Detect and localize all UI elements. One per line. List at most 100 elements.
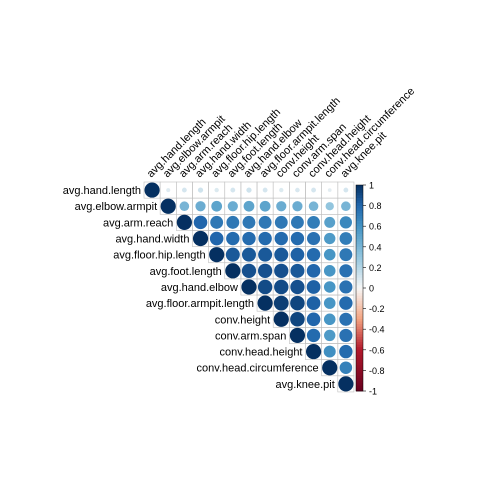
legend-swatch bbox=[356, 370, 363, 374]
legend-swatch bbox=[356, 195, 363, 199]
row-label: avg.hand.length bbox=[63, 185, 141, 197]
correlation-circle-avg.foot.length-conv.head.height bbox=[306, 264, 321, 278]
legend-swatch bbox=[356, 203, 363, 207]
legend-swatch bbox=[356, 215, 363, 219]
legend-swatch bbox=[356, 318, 363, 322]
correlation-circle-avg.hand.width-avg.floor.hip.length bbox=[209, 231, 224, 246]
legend-swatch bbox=[356, 282, 363, 286]
correlation-circle-avg.hand.elbow-conv.head.height bbox=[306, 280, 321, 294]
correlation-circle-avg.arm.reach-avg.hand.elbow bbox=[242, 215, 256, 229]
correlation-circle-avg.arm.reach-conv.head.circumference bbox=[324, 216, 336, 228]
legend-swatch bbox=[356, 380, 363, 384]
legend-swatch bbox=[356, 293, 363, 297]
correlation-circle-avg.hand.elbow-avg.hand.elbow bbox=[241, 279, 257, 295]
correlation-circle-avg.hand.length-avg.hand.elbow bbox=[246, 187, 252, 193]
legend-swatch bbox=[356, 331, 363, 335]
legend-tick-label: -1 bbox=[369, 387, 377, 397]
legend-swatch bbox=[356, 210, 363, 214]
legend-swatch bbox=[356, 280, 363, 284]
legend-swatch bbox=[356, 228, 363, 232]
legend-tick-label: 0.4 bbox=[369, 242, 382, 252]
correlation-circle-conv.arm.span-conv.arm.span bbox=[289, 327, 306, 344]
grid-cell bbox=[337, 375, 355, 393]
legend-swatch bbox=[356, 354, 363, 358]
correlation-circle-avg.foot.length-conv.head.circumference bbox=[323, 265, 336, 277]
legend-swatch bbox=[356, 334, 363, 338]
row-label: conv.height bbox=[215, 314, 270, 326]
legend-swatch bbox=[356, 311, 363, 315]
correlation-circle-avg.floor.armpit.length-conv.height bbox=[273, 295, 289, 311]
legend-swatch bbox=[356, 221, 363, 225]
correlation-circle-avg.floor.armpit.length-conv.head.height bbox=[306, 296, 321, 310]
correlation-circle-avg.hand.width-avg.floor.armpit.length bbox=[258, 231, 272, 246]
legend-swatch bbox=[356, 295, 363, 299]
legend-tick-label: 0.2 bbox=[369, 263, 382, 273]
correlation-circle-avg.hand.width-conv.head.height bbox=[307, 231, 321, 246]
plot-grid bbox=[143, 181, 355, 393]
correlation-circle-conv.head.height-conv.head.height bbox=[305, 343, 322, 360]
variable-labels: avg.hand.length avg.elbow.armpit avg.arm.r… bbox=[63, 85, 417, 391]
legend-swatch bbox=[356, 357, 363, 361]
correlation-circle-conv.head.height-avg.knee.pit bbox=[339, 344, 353, 359]
row-label: conv.head.circumference bbox=[197, 363, 319, 375]
legend-swatch bbox=[356, 205, 363, 209]
legend-swatch bbox=[356, 236, 363, 240]
legend-swatch bbox=[356, 385, 363, 389]
legend-swatch bbox=[356, 275, 363, 279]
correlation-circle-avg.hand.width-conv.height bbox=[274, 231, 288, 246]
legend-swatch bbox=[356, 244, 363, 248]
correlation-circle-avg.floor.armpit.length-avg.floor.armpit.length bbox=[257, 295, 273, 311]
correlation-circle-conv.head.circumference-conv.head.circumference bbox=[322, 360, 338, 376]
correlation-circle-avg.hand.width-avg.hand.elbow bbox=[242, 231, 256, 246]
legend-swatch bbox=[356, 285, 363, 289]
correlation-circle-avg.hand.length-avg.floor.armpit.length bbox=[262, 187, 268, 193]
correlation-circle-avg.floor.hip.length-avg.foot.length bbox=[225, 247, 240, 262]
correlation-circle-avg.arm.reach-avg.arm.reach bbox=[176, 214, 192, 230]
legend-swatch bbox=[356, 187, 363, 191]
correlation-circle-avg.floor.hip.length-conv.head.height bbox=[306, 247, 321, 262]
legend-swatch bbox=[356, 316, 363, 320]
legend-tick-label: -0.4 bbox=[369, 325, 385, 335]
correlation-circle-avg.hand.length-avg.hand.length bbox=[144, 182, 160, 198]
correlation-circle-avg.hand.length-avg.arm.reach bbox=[181, 187, 187, 193]
correlation-circle-avg.elbow.armpit-avg.knee.pit bbox=[341, 201, 351, 212]
legend-swatch bbox=[356, 185, 363, 188]
correlation-circle-avg.elbow.armpit-conv.head.circumference bbox=[325, 202, 334, 211]
legend-swatch bbox=[356, 288, 363, 291]
row-label: avg.arm.reach bbox=[103, 217, 173, 229]
correlation-circle-avg.hand.length-conv.head.circumference bbox=[327, 188, 332, 192]
legend-swatch bbox=[356, 290, 363, 294]
correlation-circle-avg.floor.hip.length-avg.hand.elbow bbox=[241, 247, 256, 262]
correlation-circle-conv.height-conv.arm.span bbox=[290, 311, 305, 327]
correlation-circle-conv.arm.span-avg.knee.pit bbox=[339, 328, 353, 342]
correlation-circle-avg.elbow.armpit-conv.head.height bbox=[308, 201, 319, 212]
legend-swatch bbox=[356, 257, 363, 261]
legend-swatch bbox=[356, 298, 363, 302]
correlation-circle-avg.elbow.armpit-avg.floor.hip.length bbox=[211, 200, 223, 212]
legend-swatch bbox=[356, 262, 363, 266]
correlation-circle-avg.hand.length-avg.floor.hip.length bbox=[214, 187, 219, 193]
legend-swatch bbox=[356, 349, 363, 353]
legend-swatch bbox=[356, 259, 363, 263]
correlation-circle-avg.floor.hip.length-conv.head.circumference bbox=[323, 248, 336, 261]
correlation-circle-avg.floor.armpit.length-avg.knee.pit bbox=[339, 296, 353, 310]
legend-swatch bbox=[356, 218, 363, 222]
legend-swatch bbox=[356, 336, 363, 340]
color-legend: 1 0.8 0.6 0.4 0.2 0 -0.2 -0.4 -0.6 -0.8 -1 bbox=[355, 181, 385, 397]
correlation-circle-avg.elbow.armpit-avg.hand.elbow bbox=[243, 200, 255, 212]
legend-tick-label: 1 bbox=[369, 181, 374, 191]
correlation-circle-avg.floor.hip.length-avg.floor.armpit.length bbox=[258, 247, 273, 262]
legend-swatch bbox=[356, 233, 363, 237]
correlation-circle-avg.hand.length-conv.head.height bbox=[311, 187, 316, 193]
legend-swatch bbox=[356, 246, 363, 250]
row-label: avg.hand.width bbox=[115, 234, 189, 246]
legend-swatch bbox=[356, 251, 363, 255]
legend-swatch bbox=[356, 197, 363, 201]
legend-swatch bbox=[356, 383, 363, 387]
correlation-circle-avg.elbow.armpit-avg.floor.armpit.length bbox=[259, 200, 271, 212]
correlation-circle-avg.foot.length-conv.arm.span bbox=[290, 263, 305, 278]
row-label: avg.foot.length bbox=[150, 266, 222, 278]
correlation-circle-avg.hand.length-avg.foot.length bbox=[230, 187, 236, 193]
correlation-circle-avg.arm.reach-conv.arm.span bbox=[290, 215, 304, 229]
legend-swatch bbox=[356, 254, 363, 258]
